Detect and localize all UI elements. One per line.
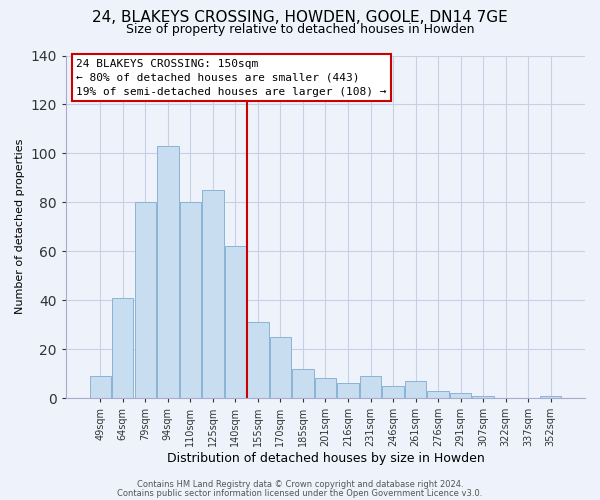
Bar <box>472 396 494 398</box>
Bar <box>540 396 562 398</box>
Text: 24, BLAKEYS CROSSING, HOWDEN, GOOLE, DN14 7GE: 24, BLAKEYS CROSSING, HOWDEN, GOOLE, DN1… <box>92 10 508 25</box>
Text: Contains HM Land Registry data © Crown copyright and database right 2024.: Contains HM Land Registry data © Crown c… <box>137 480 463 489</box>
Bar <box>382 386 404 398</box>
Text: Size of property relative to detached houses in Howden: Size of property relative to detached ho… <box>126 22 474 36</box>
Bar <box>405 381 426 398</box>
Bar <box>337 384 359 398</box>
Bar <box>292 368 314 398</box>
Y-axis label: Number of detached properties: Number of detached properties <box>15 139 25 314</box>
Bar <box>247 322 269 398</box>
Text: Contains public sector information licensed under the Open Government Licence v3: Contains public sector information licen… <box>118 488 482 498</box>
Text: 24 BLAKEYS CROSSING: 150sqm
← 80% of detached houses are smaller (443)
19% of se: 24 BLAKEYS CROSSING: 150sqm ← 80% of det… <box>76 59 387 97</box>
Bar <box>315 378 336 398</box>
Bar <box>270 337 291 398</box>
Bar <box>179 202 201 398</box>
Bar <box>112 298 133 398</box>
Bar <box>134 202 156 398</box>
Bar <box>157 146 179 398</box>
Bar <box>89 376 111 398</box>
Bar <box>450 393 472 398</box>
Bar <box>224 246 246 398</box>
Bar <box>360 376 381 398</box>
Bar <box>202 190 224 398</box>
X-axis label: Distribution of detached houses by size in Howden: Distribution of detached houses by size … <box>167 452 484 465</box>
Bar <box>427 390 449 398</box>
